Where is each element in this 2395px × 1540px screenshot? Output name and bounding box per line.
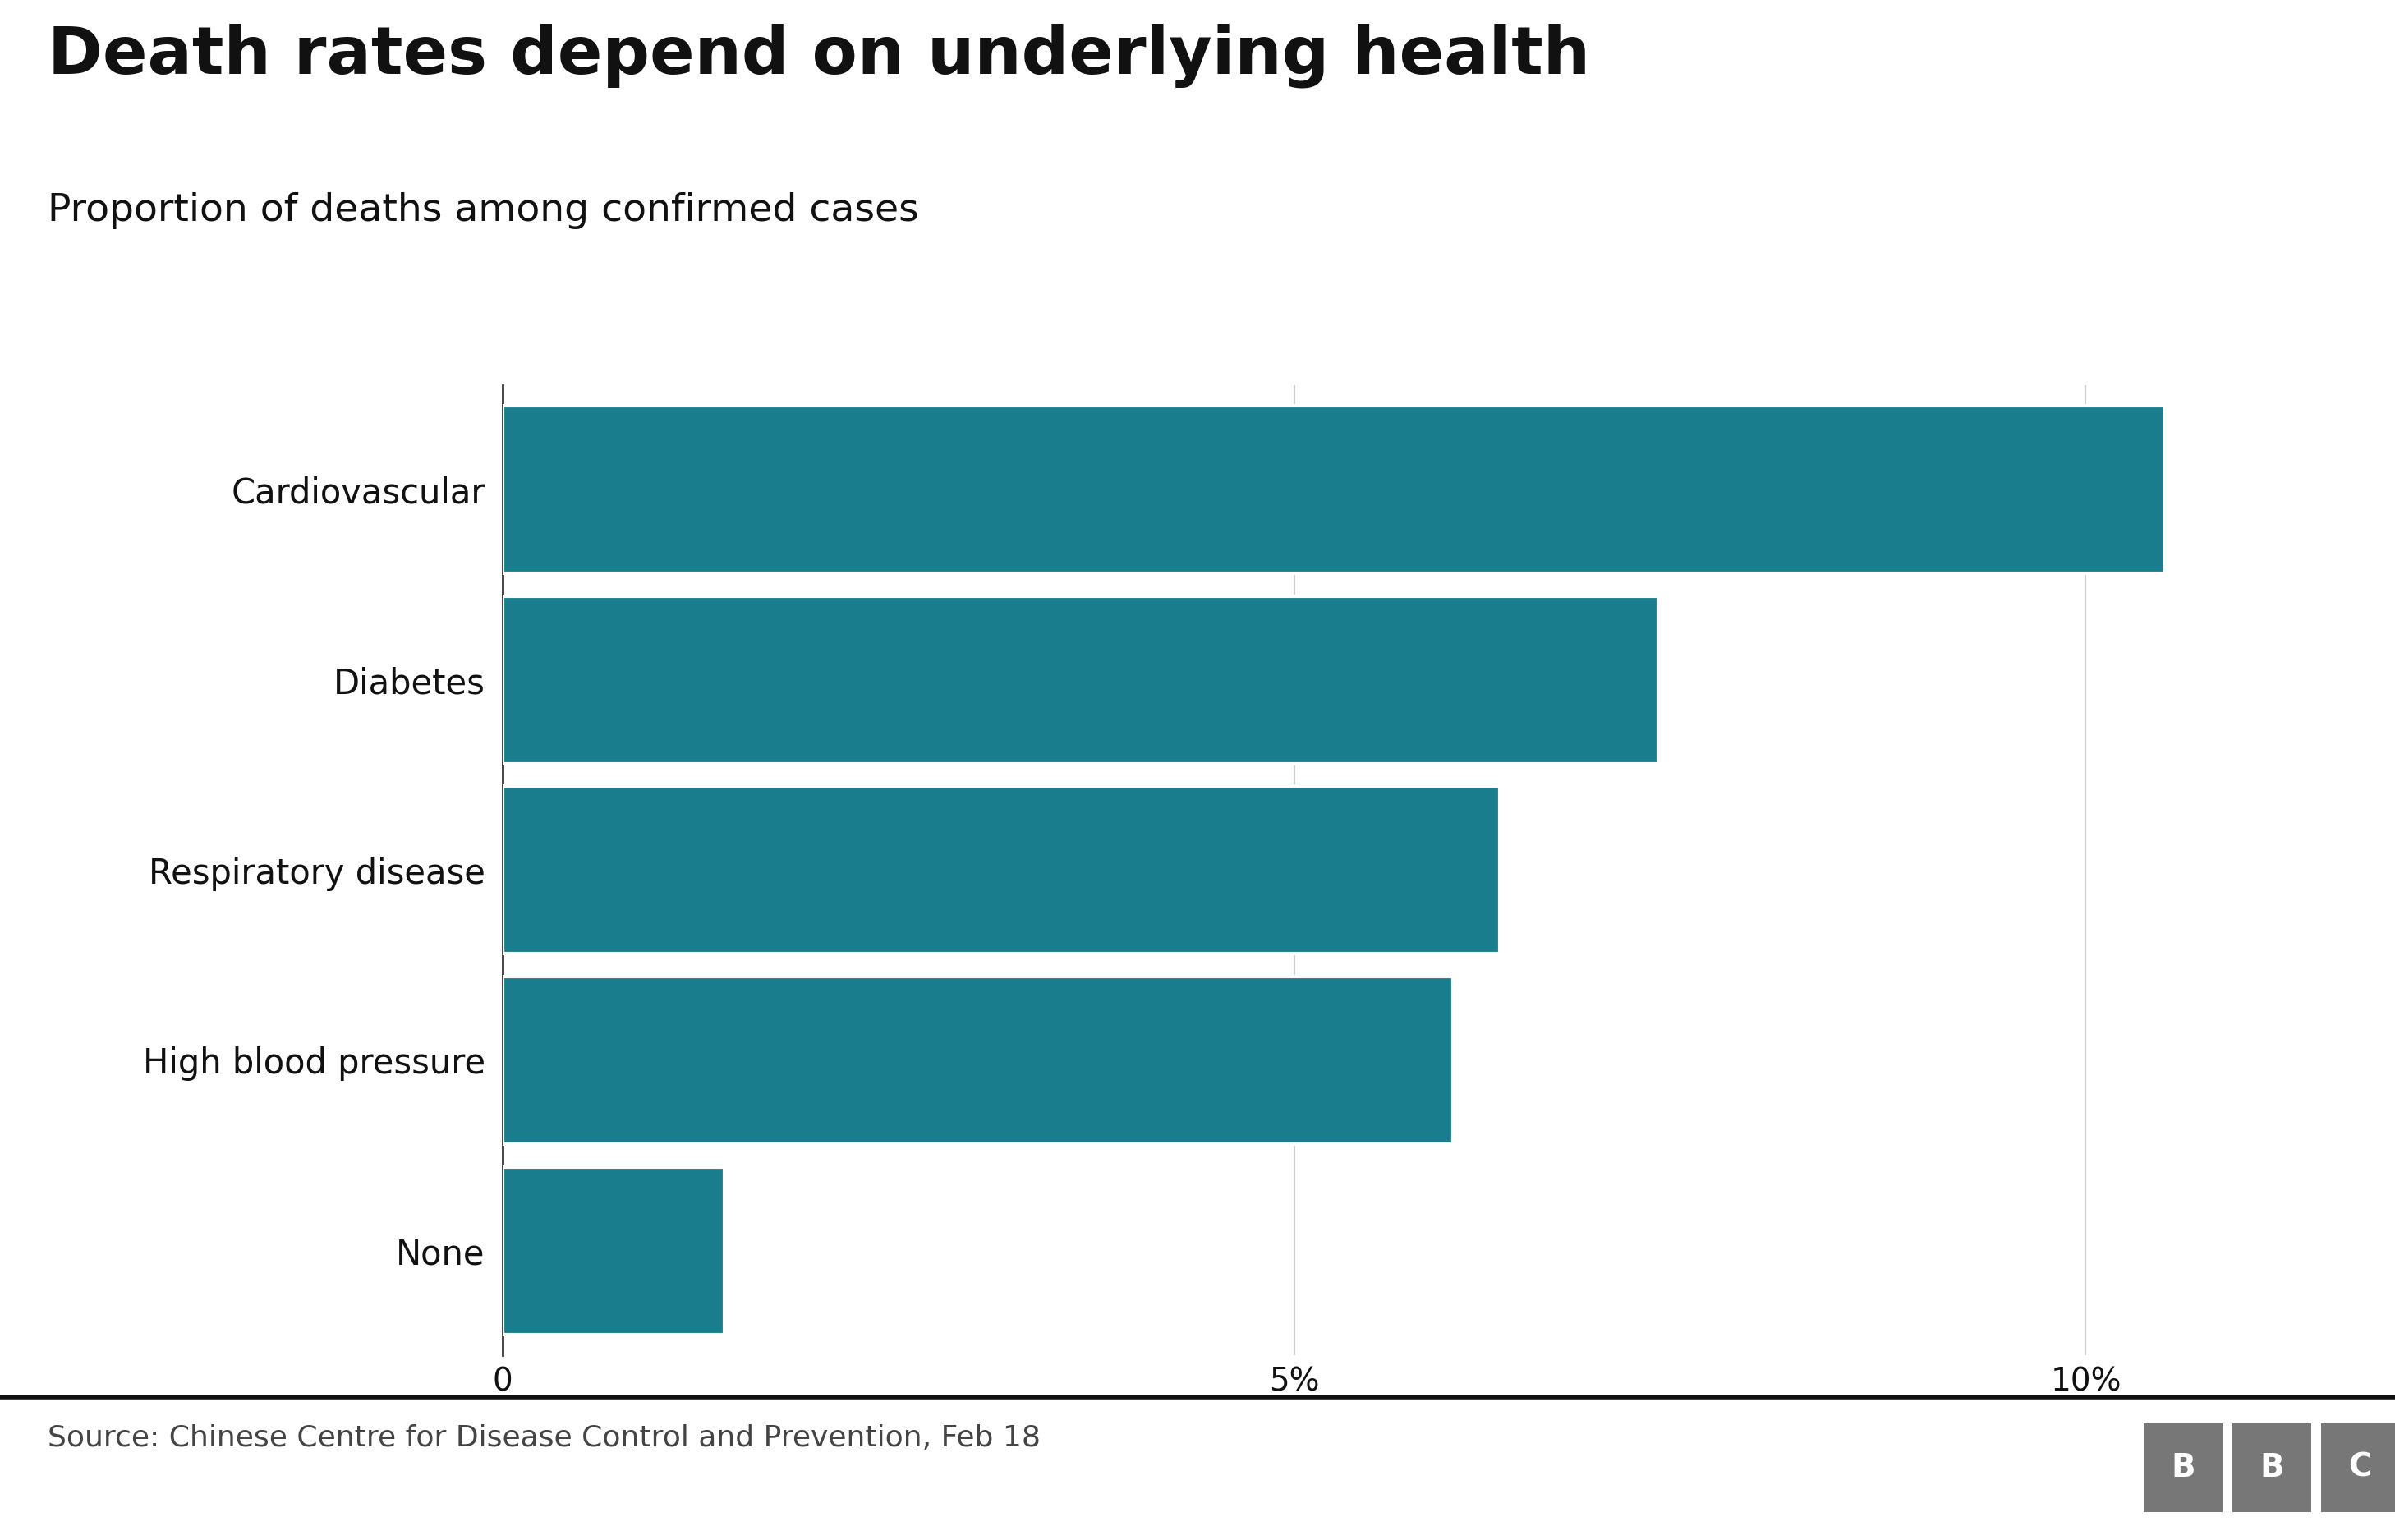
Text: C: C (2349, 1452, 2371, 1483)
Text: Death rates depend on underlying health: Death rates depend on underlying health (48, 23, 1590, 88)
Bar (503, 787, 1499, 953)
Text: B: B (2170, 1452, 2196, 1483)
Bar (503, 976, 1454, 1144)
Text: B: B (2258, 1452, 2285, 1483)
Bar (503, 1167, 726, 1334)
Text: Proportion of deaths among confirmed cases: Proportion of deaths among confirmed cas… (48, 192, 920, 229)
Bar (503, 407, 2165, 573)
Text: Source: Chinese Centre for Disease Control and Prevention, Feb 18: Source: Chinese Centre for Disease Contr… (48, 1424, 1042, 1452)
Bar (503, 596, 1657, 764)
